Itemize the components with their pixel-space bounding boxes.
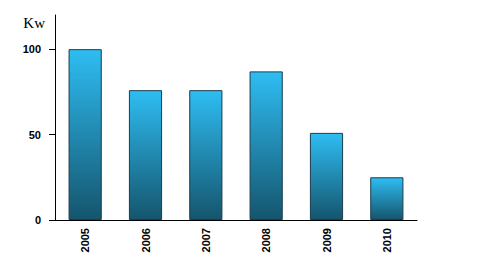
svg-text:0: 0: [35, 214, 41, 226]
svg-text:2006: 2006: [140, 228, 152, 252]
svg-text:Kw: Kw: [23, 15, 45, 31]
svg-text:2010: 2010: [381, 228, 393, 252]
svg-text:2008: 2008: [260, 228, 272, 252]
svg-text:2009: 2009: [321, 228, 333, 252]
svg-text:100: 100: [23, 43, 41, 55]
svg-text:2005: 2005: [79, 228, 91, 252]
svg-text:2007: 2007: [200, 228, 212, 252]
svg-text:50: 50: [29, 129, 41, 141]
